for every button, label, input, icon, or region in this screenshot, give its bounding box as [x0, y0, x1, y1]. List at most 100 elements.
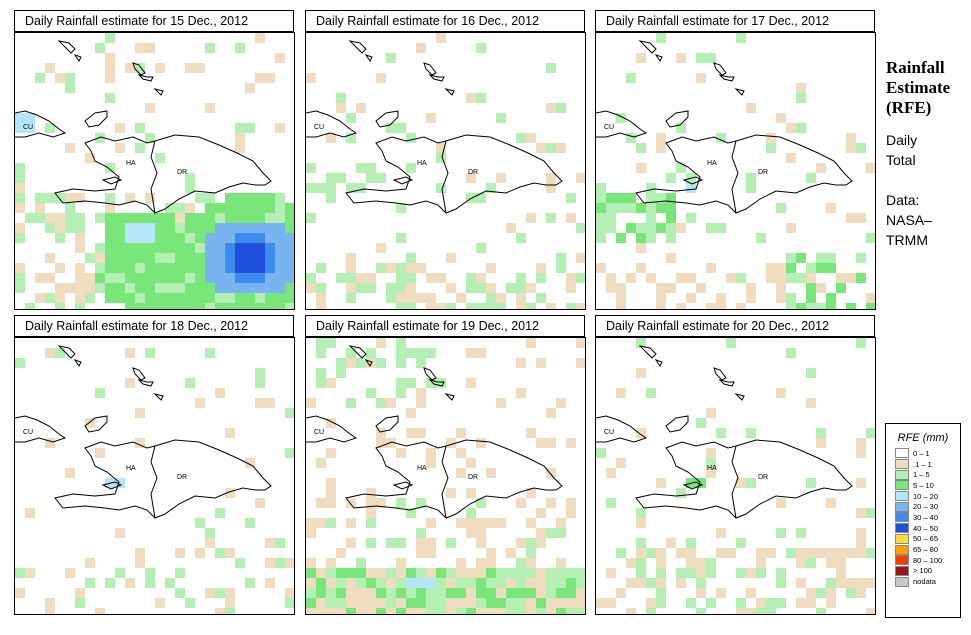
rainfall-cell [105, 253, 115, 263]
rainfall-cell [516, 283, 526, 293]
legend-swatch [895, 533, 909, 544]
rainfall-cell [215, 508, 225, 518]
rainfall-cell [616, 203, 626, 213]
rainfall-cell [476, 348, 486, 358]
rainfall-cell [446, 488, 456, 498]
rainfall-cell [65, 283, 75, 293]
rainfall-cell [135, 408, 145, 418]
rainfall-cell [846, 578, 856, 588]
rainfall-cell [526, 608, 536, 614]
rainfall-cell [706, 408, 716, 418]
coastline-outline [596, 40, 853, 214]
rainfall-cell [215, 253, 225, 263]
rainfall-cell [316, 498, 326, 508]
rainfall-cell [135, 143, 145, 153]
rainfall-cell [726, 338, 736, 348]
rainfall-cell [636, 508, 646, 518]
rainfall-cell [285, 598, 294, 608]
rainfall-cell [476, 93, 486, 103]
rainfall-cell [526, 133, 536, 143]
rainfall-cell [836, 283, 846, 293]
rainfall-cell [806, 398, 816, 408]
rainfall-cell [626, 578, 636, 588]
rainfall-cell [666, 283, 676, 293]
rainfall-cell [275, 558, 285, 568]
rainfall-cell [736, 273, 746, 283]
coastline-path [635, 439, 853, 519]
rainfall-cell [255, 233, 265, 243]
rainfall-cell [55, 283, 65, 293]
rainfall-cell [786, 273, 796, 283]
rainfall-cell [195, 233, 205, 243]
rainfall-cell [696, 578, 706, 588]
rainfall-cell [426, 303, 436, 309]
rainfall-cell [185, 378, 195, 388]
rainfall-cell [456, 598, 466, 608]
rainfall-cell [676, 163, 686, 173]
rainfall-cell [606, 193, 616, 203]
legend-row: 40 – 50 [895, 523, 960, 534]
rainfall-cell [316, 458, 326, 468]
rainfall-cell [556, 568, 566, 578]
coastline-path [665, 110, 689, 128]
legend-label: 80 – 100 [913, 555, 943, 565]
rainfall-cell [856, 578, 866, 588]
rainfall-cell [496, 303, 506, 309]
rainfall-cell [275, 538, 285, 548]
rainfall-cell [205, 43, 215, 53]
rainfall-cell [15, 173, 25, 183]
rainfall-cell [746, 183, 756, 193]
rainfall-cell [185, 183, 195, 193]
rainfall-cell [536, 438, 546, 448]
rainfall-cell [836, 558, 846, 568]
rainfall-cell [185, 203, 195, 213]
rainfall-cell [576, 358, 585, 368]
rainfall-map-dec-15: CU HA DR [14, 32, 295, 310]
rainfall-cell [486, 588, 496, 598]
rainfall-cell [195, 283, 205, 293]
label-ha: HA [417, 465, 427, 472]
rainfall-cell [85, 558, 95, 568]
rainfall-cell [215, 588, 225, 598]
rainfall-cell [105, 293, 115, 303]
legend-row: 5 – 10 [895, 480, 960, 491]
rainfall-cell [275, 223, 285, 233]
rainfall-cell [416, 548, 426, 558]
label-ha: HA [417, 160, 427, 167]
rainfall-cell [135, 273, 145, 283]
rainfall-cell [526, 488, 536, 498]
rainfall-cell [275, 123, 285, 133]
coastline-path [348, 345, 367, 359]
rainfall-cell [666, 253, 676, 263]
rainfall-cell [626, 608, 636, 614]
rainfall-cell [95, 263, 105, 273]
panel-title: Daily Rainfall estimate for 15 Dec., 201… [14, 10, 294, 32]
rainfall-cell [145, 103, 155, 113]
coastline-path [364, 359, 373, 367]
rainfall-cell [366, 518, 376, 528]
rainfall-cell [185, 63, 195, 73]
rainfall-cell [155, 263, 165, 273]
rainfall-cell [366, 498, 376, 508]
rainfall-cell [536, 508, 546, 518]
rainfall-cell [646, 608, 656, 614]
rainfall-cell [736, 478, 746, 488]
coastline-path [718, 74, 735, 82]
rainfall-cell [15, 283, 25, 293]
legend-swatch [895, 565, 909, 576]
rainfall-cell [145, 223, 155, 233]
rainfall-cell [756, 598, 766, 608]
legend-swatch [895, 491, 909, 502]
legend-row: 80 – 100 [895, 555, 960, 566]
rainfall-cell [406, 163, 416, 173]
rainfall-cell [155, 63, 165, 73]
rainfall-cell [326, 588, 336, 598]
rainfall-cell [556, 528, 566, 538]
rainfall-cell [616, 458, 626, 468]
rainfall-cell [536, 263, 546, 273]
rainfall-cell [506, 548, 516, 558]
rainfall-cell [376, 428, 386, 438]
rainfall-cell [856, 588, 866, 598]
rainfall-cell [776, 528, 786, 538]
rainfall-cell [105, 273, 115, 283]
